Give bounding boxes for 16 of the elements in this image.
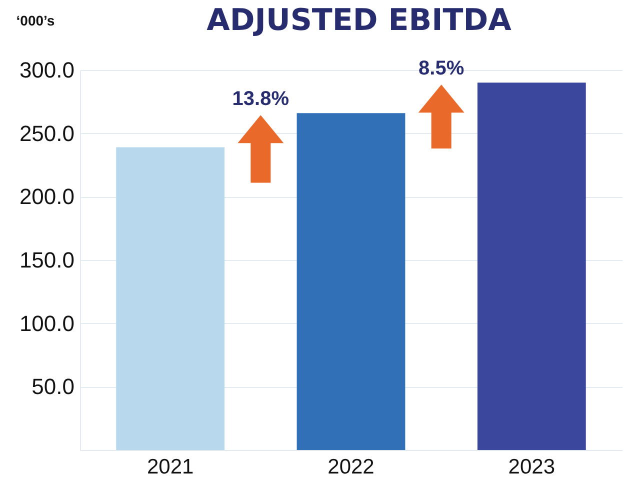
- x-tick-label: 2023: [508, 456, 556, 478]
- bar: [116, 147, 225, 450]
- x-tick-label: 2022: [328, 456, 374, 478]
- y-tick-label: 100.0: [19, 310, 74, 336]
- y-tick-label: 250.0: [19, 120, 74, 146]
- x-tick-label: 2021: [146, 456, 194, 478]
- y-tick-label: 200.0: [19, 184, 74, 210]
- annotation: 8.5%: [418, 58, 464, 80]
- y-axis-title: ‘000’s: [16, 12, 55, 28]
- bar: [477, 82, 586, 450]
- y-tick-label: 50.0: [32, 374, 74, 400]
- chart-title: ADJUSTED EBITDA: [206, 3, 512, 38]
- y-tick-label: 150.0: [19, 248, 74, 272]
- annotation: 13.8%: [232, 88, 290, 110]
- y-tick-label: 300.0: [19, 58, 74, 82]
- bar: [296, 113, 406, 450]
